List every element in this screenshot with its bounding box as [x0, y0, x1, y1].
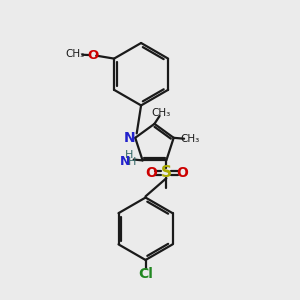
Text: Cl: Cl	[138, 267, 153, 281]
Text: CH₃: CH₃	[180, 134, 200, 144]
Text: N: N	[120, 155, 130, 168]
Text: O: O	[145, 166, 157, 180]
Text: CH₃: CH₃	[152, 108, 171, 118]
Text: O: O	[176, 166, 188, 180]
Text: S: S	[161, 165, 172, 180]
Text: O: O	[87, 49, 98, 62]
Text: H: H	[124, 150, 133, 161]
Text: CH₃: CH₃	[66, 50, 85, 59]
Text: H: H	[128, 157, 137, 167]
Text: N: N	[124, 131, 135, 145]
